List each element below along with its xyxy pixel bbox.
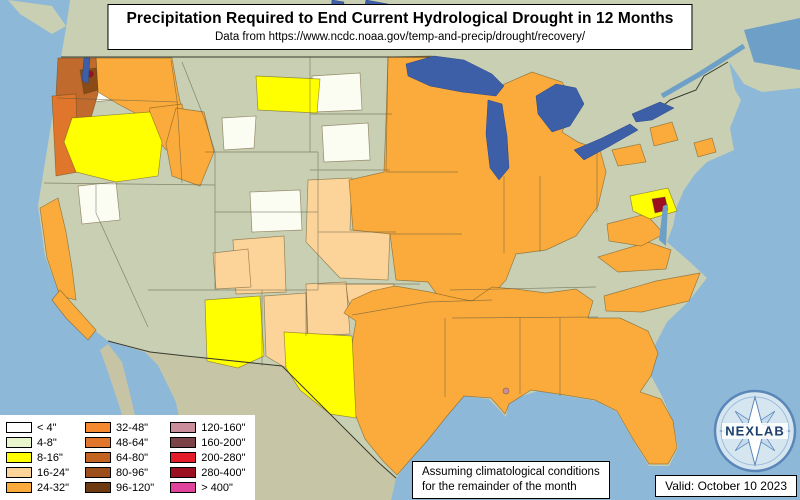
legend-swatch [85,482,112,493]
assumption-line-1: Assuming climatological conditions [422,466,600,478]
assumption-line-2: for the remainder of the month [422,480,577,493]
legend-swatch [6,422,32,433]
legend-swatch [170,467,197,478]
legend-item: 32-48" [85,421,154,434]
assumption-note: Assuming climatological conditions for t… [412,461,610,499]
valid-date-badge: Valid: October 10 2023 [655,475,797,497]
legend-item: 96-120" [85,481,154,494]
regions-8-16in [63,75,678,419]
great-lakes [0,0,800,246]
legend-label: 8-16" [37,451,63,464]
legend-swatch [170,482,197,493]
legend-item: 16-24" [6,466,69,479]
legend-label: < 4" [37,421,57,434]
precipitation-legend: < 4" 4-8" 8-16" 16-24" 24-32" 32-48" 48-… [0,415,256,500]
legend-label: 120-160" [201,421,246,434]
nexlab-logo: NEXLAB [713,389,797,473]
legend-item: 160-200" [170,436,245,449]
legend-swatch [85,467,112,478]
legend-swatch [170,437,197,448]
legend-swatch [85,437,112,448]
legend-item: 8-16" [6,451,69,464]
legend-item: 48-64" [85,436,154,449]
state-borders [43,56,599,397]
legend-item: 280-400" [170,466,245,479]
legend-label: 24-32" [37,481,70,494]
legend-label: 32-48" [116,421,149,434]
legend-item: 120-160" [170,421,245,434]
legend-label: 160-200" [201,436,246,449]
legend-item: 24-32" [6,481,69,494]
legend-label: 280-400" [201,466,246,479]
legend-label: 80-96" [116,466,149,479]
legend-swatch [85,452,112,463]
legend-label: 48-64" [116,436,149,449]
legend-swatch [85,422,112,433]
page-subtitle: Data from https://www.ncdc.noaa.gov/temp… [214,31,586,43]
page-title: Precipitation Required to End Current Hy… [126,10,674,27]
legend-label: 4-8" [37,436,57,449]
nexlab-logo-text: NEXLAB [725,424,784,439]
legend-label: 96-120" [116,481,155,494]
legend-swatch [170,422,197,433]
legend-item: 200-280" [170,451,245,464]
legend-item: 80-96" [85,466,154,479]
legend-swatch [6,437,32,448]
legend-item: < 4" [6,421,69,434]
legend-swatch [170,452,197,463]
legend-swatch [6,482,32,493]
legend-label: 64-80" [116,451,149,464]
drought-regions [39,55,717,476]
legend-label: > 400" [201,481,233,494]
legend-item: 4-8" [6,436,69,449]
legend-swatch [6,467,32,478]
legend-label: 16-24" [37,466,70,479]
legend-item: 64-80" [85,451,154,464]
legend-item: > 400" [170,481,245,494]
legend-label: 200-280" [201,451,246,464]
legend-swatch [6,452,32,463]
title-box: Precipitation Required to End Current Hy… [107,4,693,50]
